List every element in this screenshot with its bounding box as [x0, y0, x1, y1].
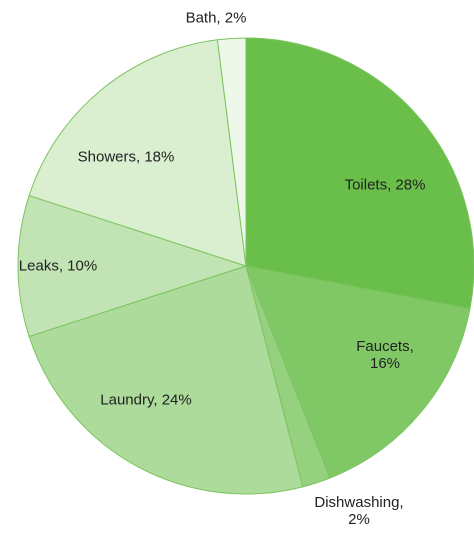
pie-slice	[28, 265, 304, 495]
pie-slice	[245, 265, 471, 479]
data-label: Toilets, 28%	[344, 176, 426, 194]
pie-slice	[17, 194, 248, 338]
pie-slice	[245, 37, 474, 310]
data-label: Dishwashing, 2%	[314, 494, 404, 528]
data-label: Showers, 18%	[77, 148, 175, 166]
data-label: Leaks, 10%	[18, 257, 98, 275]
pie-slice	[28, 39, 247, 267]
data-label: Laundry, 24%	[100, 391, 192, 409]
data-label: Bath, 2%	[185, 9, 247, 27]
pie-slice	[216, 37, 247, 267]
data-label: Faucets, 16%	[356, 338, 414, 372]
